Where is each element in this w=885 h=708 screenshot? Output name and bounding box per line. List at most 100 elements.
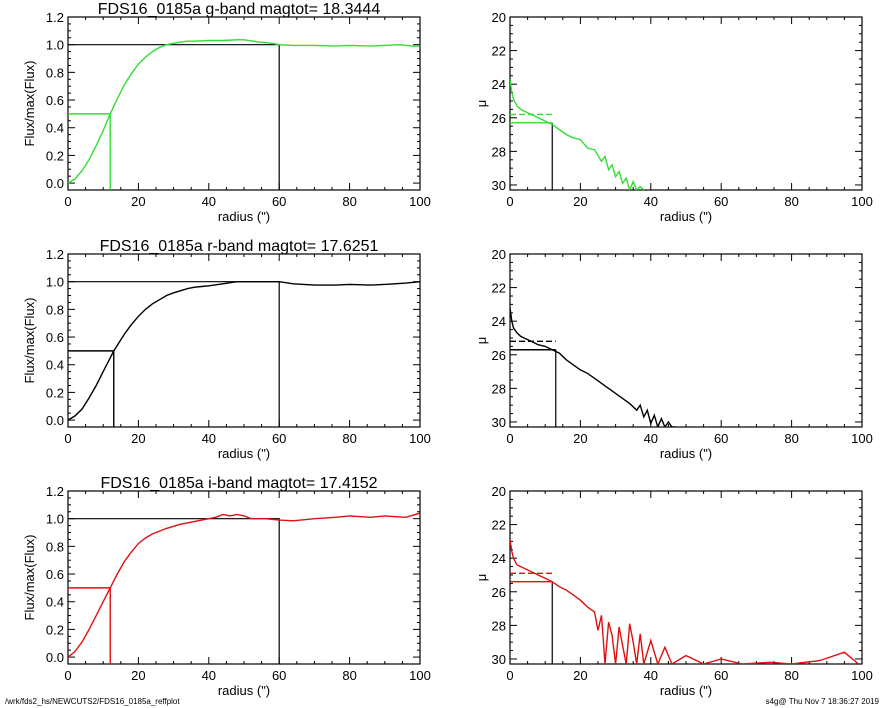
y-tick-label: 30: [492, 652, 506, 667]
y-tick-label: 0.4: [46, 358, 64, 373]
panel-g-surface-brightness: 0 20 40 60 80 100 20 22 24 26 28 30 radius (") μ: [474, 10, 873, 224]
total-flux-marker: [68, 44, 280, 190]
y-tick-label: 0.2: [46, 385, 64, 400]
y-tick-label: 22: [492, 44, 506, 59]
x-tick-label: 0: [506, 668, 513, 683]
x-tick-label: 0: [64, 431, 71, 446]
y-tick-label: 0.0: [46, 176, 64, 191]
x-tick-label: 80: [784, 668, 798, 683]
x-tick-label: 20: [573, 431, 587, 446]
x-tick-label: 20: [131, 431, 145, 446]
y-tick-label: 0.4: [46, 121, 64, 136]
x-tick-label: 100: [409, 431, 431, 446]
x-axis-title: radius ("): [660, 683, 712, 698]
y-tick-label: 0.4: [46, 595, 64, 610]
x-tick-label: 0: [64, 668, 71, 683]
panel-r-growth-curve: FDS16_0185a r-band magtot= 17.6251 0 20 40 6…: [22, 238, 431, 461]
y-tick-label: 28: [492, 144, 506, 159]
plot-frame: [509, 253, 863, 428]
panel-r-surface-brightness: 0 20 40 60 80 100 20 22 24 26 28 30 radius (") μ: [474, 247, 873, 461]
x-tick-label: 80: [784, 194, 798, 209]
x-tick-label: 40: [202, 194, 216, 209]
y-tick-label: 30: [492, 178, 506, 193]
x-tick-label: 80: [784, 431, 798, 446]
x-tick-label: 40: [202, 668, 216, 683]
x-tick-label: 60: [714, 668, 728, 683]
plot-frame: [509, 490, 863, 665]
y-axis-title: Flux/max(Flux): [22, 535, 37, 621]
x-tick-label: 100: [851, 431, 873, 446]
x-axis-title: radius ("): [660, 446, 712, 461]
panel-i-surface-brightness: 0 20 40 60 80 100 20 22 24 26 28 30 radius (") μ: [474, 484, 873, 698]
x-tick-label: 100: [409, 668, 431, 683]
y-tick-label: 24: [492, 551, 506, 566]
y-tick-label: 22: [492, 281, 506, 296]
x-tick-label: 40: [644, 668, 658, 683]
x-tick-label: 60: [272, 431, 286, 446]
y-tick-label: 0.8: [46, 539, 64, 554]
y-tick-label: 1.2: [46, 247, 64, 262]
x-tick-label: 20: [131, 194, 145, 209]
total-flux-marker: [68, 518, 280, 664]
panel-g-growth-curve: FDS16_0185a g-band magtot= 18.3444 0 20 40 6…: [22, 1, 431, 224]
x-axis-title: radius ("): [218, 209, 270, 224]
y-tick-label: 0.2: [46, 148, 64, 163]
x-tick-label: 0: [506, 431, 513, 446]
panel-i-growth-curve: FDS16_0185a i-band magtot= 17.4152 0 20 40 6…: [22, 475, 431, 698]
y-tick-label: 1.0: [46, 275, 64, 290]
y-tick-label: 24: [492, 77, 506, 92]
profile-curve-i: [68, 512, 420, 658]
y-tick-label: 0.6: [46, 93, 64, 108]
x-tick-label: 60: [714, 194, 728, 209]
x-tick-label: 20: [131, 668, 145, 683]
x-tick-label: 20: [573, 194, 587, 209]
panels-group: FDS16_0185a g-band magtot= 18.3444 0 20 40 6…: [22, 1, 873, 698]
x-tick-label: 100: [409, 194, 431, 209]
x-tick-label: 40: [202, 431, 216, 446]
x-tick-label: 40: [644, 194, 658, 209]
y-axis-title: Flux/max(Flux): [22, 61, 37, 147]
x-tick-label: 100: [851, 194, 873, 209]
panel-title: FDS16_0185a i-band magtot= 17.4152: [100, 475, 377, 492]
y-tick-label: 20: [492, 10, 506, 25]
x-tick-label: 0: [64, 194, 71, 209]
x-tick-label: 20: [573, 668, 587, 683]
profile-curve-i: [510, 539, 859, 664]
y-tick-label: 1.0: [46, 38, 64, 53]
panel-title: FDS16_0185a g-band magtot= 18.3444: [98, 1, 381, 18]
y-tick-label: 26: [492, 348, 506, 363]
y-tick-label: 0.0: [46, 650, 64, 665]
x-tick-label: 40: [644, 431, 658, 446]
footer-timestamp-text: s4g@ Thu Nov 7 18:36:27 2019: [766, 697, 880, 706]
profile-curve-g: [68, 39, 420, 184]
y-tick-label: 20: [492, 247, 506, 262]
profile-curve-g: [510, 79, 645, 190]
x-tick-label: 80: [342, 431, 356, 446]
x-axis-title: radius ("): [218, 446, 270, 461]
y-tick-label: 22: [492, 518, 506, 533]
x-axis-title: radius ("): [218, 683, 270, 698]
y-axis-title: μ: [474, 337, 489, 345]
x-tick-label: 80: [342, 194, 356, 209]
x-axis-title: radius ("): [660, 209, 712, 224]
y-tick-label: 26: [492, 111, 506, 126]
y-tick-label: 0.6: [46, 567, 64, 582]
footer-path-text: /wrk/fds2_hs/NEWCUTS2/FDS16_0185a_reffpl…: [5, 697, 180, 706]
y-tick-label: 0.0: [46, 413, 64, 428]
x-tick-label: 0: [506, 194, 513, 209]
y-tick-label: 28: [492, 618, 506, 633]
x-tick-label: 100: [851, 668, 873, 683]
y-tick-label: 30: [492, 415, 506, 430]
y-tick-label: 0.8: [46, 302, 64, 317]
plot-frame: [67, 16, 421, 191]
y-tick-label: 1.2: [46, 10, 64, 25]
y-tick-label: 24: [492, 314, 506, 329]
y-tick-label: 20: [492, 484, 506, 499]
x-tick-label: 60: [714, 431, 728, 446]
total-flux-marker: [68, 281, 280, 427]
x-tick-label: 80: [342, 668, 356, 683]
plot-frame: [509, 16, 863, 191]
profile-curve-r: [68, 281, 420, 421]
y-tick-label: 0.2: [46, 622, 64, 637]
